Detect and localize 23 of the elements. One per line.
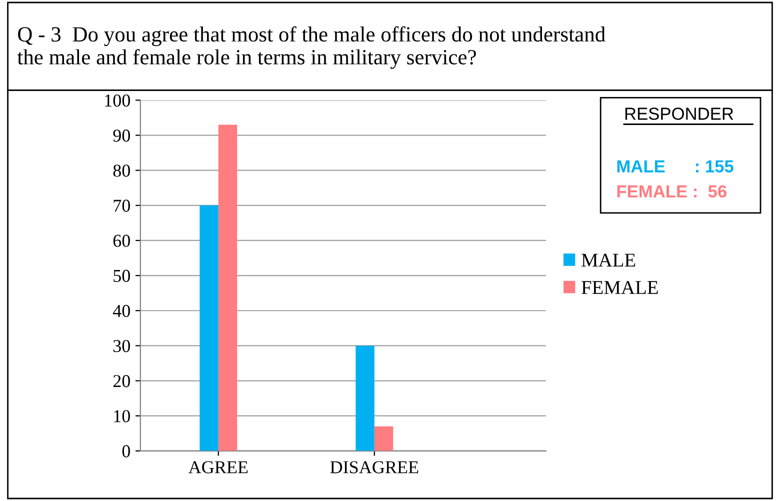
bar	[200, 205, 218, 451]
y-tick-label: 70	[114, 200, 130, 212]
legend-label: FEMALE	[582, 281, 658, 294]
y-tick-label: 10	[114, 410, 130, 422]
x-tick-label: DISAGREE	[330, 461, 418, 474]
x-tick-label: AGREE	[188, 461, 248, 474]
chart-title: Q - 3 Do you agree that most of the male officers do not understand the male and female role in terms in military service?	[17, 26, 606, 69]
y-tick-label: 20	[113, 375, 130, 388]
y-tick-label: 0	[122, 445, 130, 458]
text: RESPONDER	[625, 108, 734, 120]
y-tick-label: 90	[113, 130, 130, 142]
bar	[356, 346, 374, 451]
bar	[374, 426, 394, 451]
legend-label: MALE	[582, 254, 636, 267]
y-tick-label: 60	[113, 234, 130, 247]
y-tick-label: 50	[114, 270, 130, 282]
y-tick-label: 40	[112, 304, 130, 318]
y-tick-label: 30	[113, 340, 130, 352]
text: MALE : 155	[617, 160, 734, 172]
bar	[218, 124, 238, 451]
y-tick-label: 80	[113, 164, 130, 177]
text: FEMALE : 56	[617, 185, 727, 198]
y-tick-label: 100	[105, 94, 130, 107]
